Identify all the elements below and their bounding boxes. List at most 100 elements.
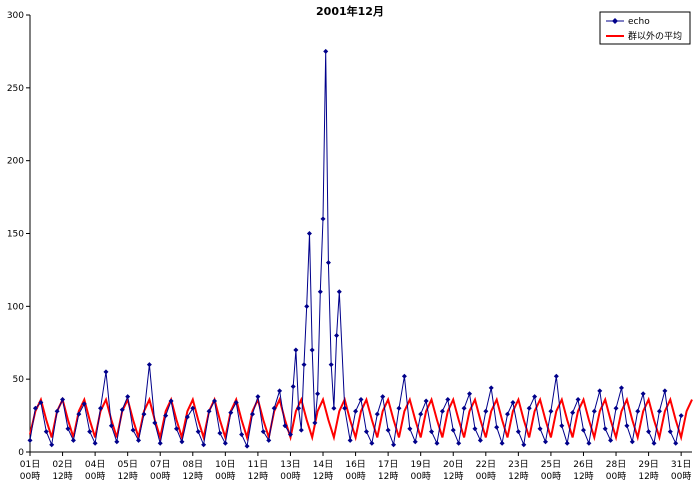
echo-point bbox=[499, 440, 505, 446]
legend-box bbox=[599, 11, 691, 45]
echo-point bbox=[570, 410, 576, 416]
x-tick-label-time: 12時 bbox=[443, 471, 463, 482]
echo-point bbox=[374, 411, 380, 417]
echo-point bbox=[312, 420, 318, 426]
x-tick-label-time: 12時 bbox=[508, 471, 528, 482]
echo-point bbox=[510, 399, 516, 405]
echo-point bbox=[179, 439, 185, 445]
echo-point bbox=[328, 362, 334, 368]
echo-point bbox=[65, 426, 71, 432]
echo-point bbox=[401, 373, 407, 379]
echo-point bbox=[461, 405, 467, 411]
echo-point bbox=[174, 426, 180, 432]
x-tick-label-day: 02日 bbox=[52, 459, 72, 470]
echo-point bbox=[54, 408, 60, 414]
x-tick-label-day: 19日 bbox=[410, 459, 430, 470]
echo-point bbox=[515, 429, 521, 435]
echo-point bbox=[347, 437, 353, 443]
echo-point bbox=[195, 429, 201, 435]
echo-point bbox=[429, 429, 435, 435]
x-tick-label-day: 28日 bbox=[606, 459, 626, 470]
x-tick-label-day: 13日 bbox=[280, 459, 300, 470]
echo-point bbox=[363, 429, 369, 435]
echo-point bbox=[130, 427, 136, 433]
echo-point bbox=[618, 385, 624, 391]
echo-point bbox=[353, 408, 359, 414]
echo-point bbox=[651, 440, 657, 446]
echo-point bbox=[38, 399, 44, 405]
series-echo-line bbox=[29, 51, 682, 448]
echo-point bbox=[667, 429, 673, 435]
y-tick-label: 100 bbox=[7, 302, 24, 312]
y-axis-ticks: 0 50 100 150 200 250 300 bbox=[7, 11, 30, 458]
echo-point bbox=[32, 405, 38, 411]
echo-point bbox=[49, 442, 55, 448]
echo-point bbox=[597, 388, 603, 394]
echo-point bbox=[306, 231, 312, 236]
echo-point bbox=[656, 408, 662, 414]
echo-point bbox=[483, 408, 489, 414]
echo-point bbox=[98, 405, 104, 411]
x-tick-label-day: 07日 bbox=[150, 459, 170, 470]
x-tick-label-day: 16日 bbox=[345, 459, 365, 470]
x-tick-label-day: 04日 bbox=[85, 459, 105, 470]
x-tick-label-time: 00時 bbox=[476, 471, 496, 482]
x-tick-label-day: 14日 bbox=[313, 459, 333, 470]
x-tick-label-time: 12時 bbox=[183, 471, 203, 482]
echo-point bbox=[304, 303, 310, 309]
echo-point bbox=[342, 405, 348, 411]
x-tick-label-time: 12時 bbox=[313, 471, 333, 482]
echo-point bbox=[553, 373, 559, 379]
echo-point bbox=[108, 423, 114, 429]
echo-point bbox=[412, 439, 418, 445]
y-tick-label: 50 bbox=[13, 375, 25, 385]
x-tick-label-time: 00時 bbox=[85, 471, 105, 482]
echo-point bbox=[60, 397, 66, 403]
echo-point bbox=[298, 427, 304, 433]
x-tick-label-day: 31日 bbox=[671, 459, 691, 470]
echo-point bbox=[439, 408, 445, 414]
echo-point bbox=[184, 414, 190, 420]
echo-point bbox=[152, 420, 158, 426]
echo-point bbox=[418, 411, 424, 417]
echo-point bbox=[315, 391, 321, 397]
echo-point bbox=[255, 394, 261, 400]
echo-point bbox=[157, 440, 163, 446]
echo-point bbox=[239, 432, 245, 438]
series-average-line bbox=[29, 396, 693, 442]
echo-point bbox=[114, 439, 120, 445]
echo-point bbox=[548, 408, 554, 414]
echo-point bbox=[602, 426, 608, 432]
echo-point bbox=[336, 289, 342, 295]
y-tick-label: 150 bbox=[7, 230, 24, 240]
echo-point bbox=[293, 347, 299, 353]
x-tick-label-day: 11日 bbox=[248, 459, 268, 470]
echo-point bbox=[228, 410, 234, 416]
x-tick-label-time: 00時 bbox=[215, 471, 235, 482]
echo-point bbox=[325, 260, 331, 266]
x-tick-label-day: 29日 bbox=[638, 459, 658, 470]
echo-point bbox=[472, 426, 478, 432]
echo-point bbox=[301, 362, 307, 368]
echo-point bbox=[260, 429, 266, 435]
y-tick-label: 300 bbox=[7, 11, 24, 21]
echo-point bbox=[580, 427, 586, 433]
x-tick-label-time: 12時 bbox=[117, 471, 137, 482]
echo-point bbox=[477, 437, 483, 443]
x-tick-label-day: 01日 bbox=[20, 459, 40, 470]
echo-point bbox=[624, 423, 630, 429]
echo-point bbox=[87, 429, 93, 435]
echo-point bbox=[233, 399, 239, 405]
echo-point bbox=[277, 388, 283, 394]
x-tick-label-day: 08日 bbox=[183, 459, 203, 470]
echo-point bbox=[103, 369, 109, 375]
x-tick-label-time: 00時 bbox=[541, 471, 561, 482]
echo-point bbox=[678, 413, 684, 419]
echo-point bbox=[119, 407, 125, 413]
echo-point bbox=[125, 394, 131, 400]
legend-echo-label: echo bbox=[628, 17, 650, 27]
echo-point bbox=[673, 440, 679, 446]
echo-point bbox=[542, 439, 548, 445]
x-tick-label-time: 00時 bbox=[606, 471, 626, 482]
